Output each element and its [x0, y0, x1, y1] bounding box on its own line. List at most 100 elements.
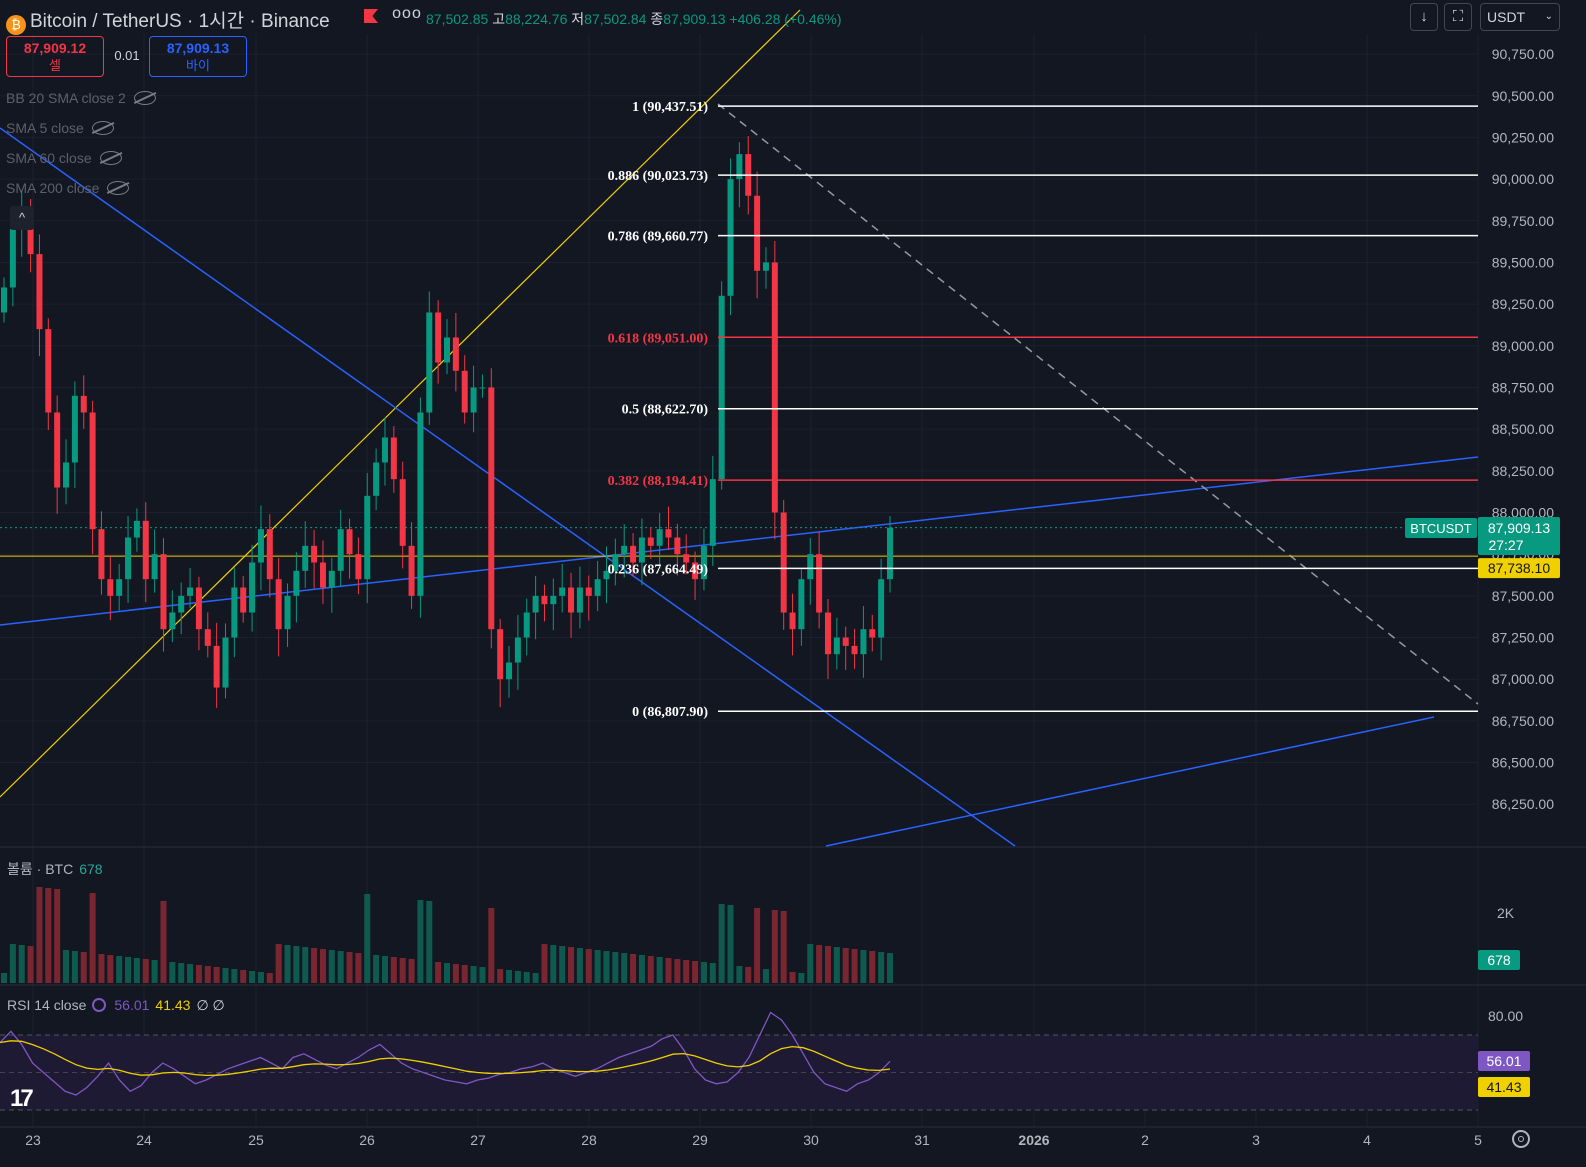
volume-bar [275, 944, 282, 983]
price-tick: 89,250.00 [1492, 296, 1554, 312]
price-tick: 90,750.00 [1492, 46, 1554, 62]
high-label: 고 [492, 11, 506, 27]
candle-body [116, 579, 123, 596]
volume-bar [54, 889, 61, 983]
lower-channel-line [825, 716, 1435, 847]
candle-body [824, 612, 831, 655]
indicator-sma60[interactable]: SMA 60 close [6, 150, 122, 166]
volume-bar [302, 947, 309, 983]
candle-body [869, 629, 876, 638]
currency-select[interactable]: USDT ⌄ [1480, 3, 1560, 31]
volume-bar [762, 969, 769, 983]
symbol-text[interactable]: Bitcoin / TetherUS · 1시간 · Binance [30, 11, 330, 32]
indicator-sma5[interactable]: SMA 5 close [6, 120, 114, 136]
volume-bar [860, 950, 867, 983]
gear-icon[interactable] [1512, 1130, 1530, 1148]
x-axis-label: 29 [692, 1132, 708, 1148]
price-tick: 86,750.00 [1492, 713, 1554, 729]
candle-body [833, 637, 840, 655]
candle-body [878, 579, 885, 638]
hidden-eye-icon[interactable] [99, 151, 122, 165]
more-options-button[interactable]: ooo [392, 5, 422, 22]
price-tick: 88,000.00 [1492, 505, 1554, 521]
buy-button[interactable]: 87,909.13 바이 [149, 36, 247, 77]
fib-level-label: 0.618 (89,051.00) [608, 331, 709, 346]
candle-body [798, 579, 805, 630]
horizontal-line-text: 87,738.10 [1488, 560, 1550, 576]
volume-bar [674, 959, 681, 983]
sell-button[interactable]: 87,909.12 셀 [6, 36, 104, 77]
candle-body [709, 479, 716, 546]
candle-body [275, 579, 282, 630]
volume-bar [249, 971, 256, 983]
volume-bar [213, 967, 220, 983]
fib-level-label: 0.5 (88,622.70) [622, 403, 709, 418]
candle-body [771, 262, 778, 513]
candle-body [754, 195, 761, 271]
price-tick: 87,000.00 [1492, 671, 1554, 687]
candle-body [851, 645, 858, 655]
hidden-eye-icon[interactable] [133, 91, 156, 105]
volume-bar [116, 956, 123, 983]
candle-body [302, 545, 309, 571]
indicator-label: SMA 200 close [6, 180, 100, 196]
volume-bar [390, 957, 397, 983]
rsi-label: RSI 14 close [7, 997, 87, 1013]
volume-bar [568, 947, 575, 983]
candle-body [311, 545, 318, 563]
candle-body [426, 312, 433, 413]
tradingview-logo[interactable]: 17 [10, 1085, 34, 1112]
rsi-line [0, 1011, 891, 1096]
rsi-axis-tick: 80.00 [1488, 1008, 1523, 1024]
candle-body [98, 529, 105, 580]
rsi-value-text: 56.01 [1486, 1053, 1521, 1069]
volume-bar [169, 962, 176, 983]
volume-bar [851, 949, 858, 983]
candle-body [700, 545, 707, 580]
candle-body [399, 479, 406, 546]
x-axis-label: 24 [136, 1132, 152, 1148]
volume-bar [833, 947, 840, 983]
rsi-ma-tag [1478, 1077, 1530, 1097]
candle-body [550, 595, 557, 605]
candle-body [683, 554, 690, 563]
volume-bar [709, 963, 716, 983]
price-tick: 87,500.00 [1492, 588, 1554, 604]
x-axis-label: 5 [1474, 1132, 1482, 1148]
flag-icon[interactable] [364, 9, 378, 23]
rsi-legend[interactable]: RSI 14 close 56.01 41.43 ∅ ∅ [7, 997, 225, 1014]
price-tick: 86,250.00 [1492, 796, 1554, 812]
hidden-eye-icon[interactable] [91, 121, 114, 135]
volume-legend[interactable]: 볼륨 · BTC 678 [7, 859, 103, 879]
ascending-trendline [0, 456, 1479, 626]
candle-body [187, 587, 194, 596]
fib-level-label: 0 (86,807.90) [632, 705, 708, 720]
volume-bar [204, 966, 211, 983]
hidden-eye-icon[interactable] [107, 181, 130, 195]
volume-bar [780, 911, 787, 983]
candle-body [284, 595, 291, 630]
candle-body [337, 529, 344, 571]
symbol-title[interactable]: ₿ Bitcoin / TetherUS · 1시간 · Binance [6, 6, 330, 35]
candle-body [576, 587, 583, 613]
candle-body [36, 254, 43, 330]
candle-body [887, 527, 893, 580]
volume-bar [18, 945, 25, 983]
download-icon[interactable]: ↓ [1410, 3, 1438, 31]
candle-body [417, 412, 424, 596]
dashed-projection-line [717, 103, 1479, 705]
candle-body [532, 595, 539, 613]
candle-body [479, 387, 486, 389]
indicator-sma200[interactable]: SMA 200 close [6, 180, 130, 196]
fullscreen-icon[interactable]: ⛶ [1444, 3, 1472, 31]
x-axis-label: 2 [1141, 1132, 1149, 1148]
volume-bar [222, 968, 229, 983]
collapse-legend-button[interactable]: ^ [10, 206, 34, 230]
price-tick: 90,000.00 [1492, 171, 1554, 187]
volume-bar [798, 973, 805, 983]
volume-bar [692, 961, 699, 983]
volume-bar [887, 953, 893, 983]
indicator-bb[interactable]: BB 20 SMA close 2 [6, 90, 156, 106]
candle-body [204, 629, 211, 646]
